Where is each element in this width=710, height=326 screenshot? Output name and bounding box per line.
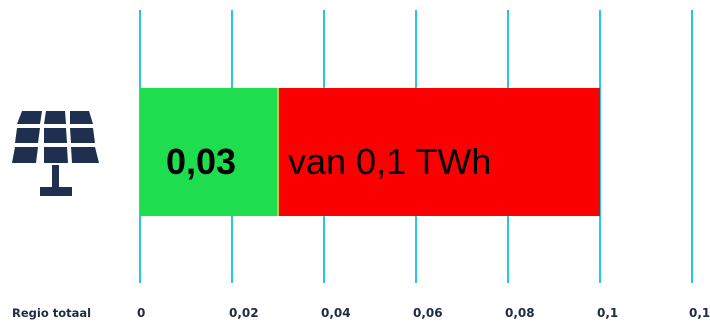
x-tick-label: 0,08 xyxy=(505,306,535,320)
x-tick-label: 0 xyxy=(137,306,145,320)
x-tick-label: 0,12 xyxy=(689,306,710,320)
x-tick-label: 0,06 xyxy=(413,306,443,320)
achieved-bar xyxy=(140,88,278,216)
value-label: 0,03 xyxy=(166,141,236,182)
x-tick-label: 0,04 xyxy=(321,306,351,320)
solar-panel-icon xyxy=(12,111,99,196)
x-tick-label: 0,02 xyxy=(229,306,259,320)
x-tick-label: 0,1 xyxy=(597,306,618,320)
target-label: van 0,1 TWh xyxy=(288,141,491,182)
remaining-bar xyxy=(278,88,600,216)
bars xyxy=(140,88,600,216)
x-axis-tick-labels: 0 0,02 0,04 0,06 0,08 0,1 0,12 xyxy=(137,306,710,320)
row-label: Regio totaal xyxy=(12,306,91,320)
